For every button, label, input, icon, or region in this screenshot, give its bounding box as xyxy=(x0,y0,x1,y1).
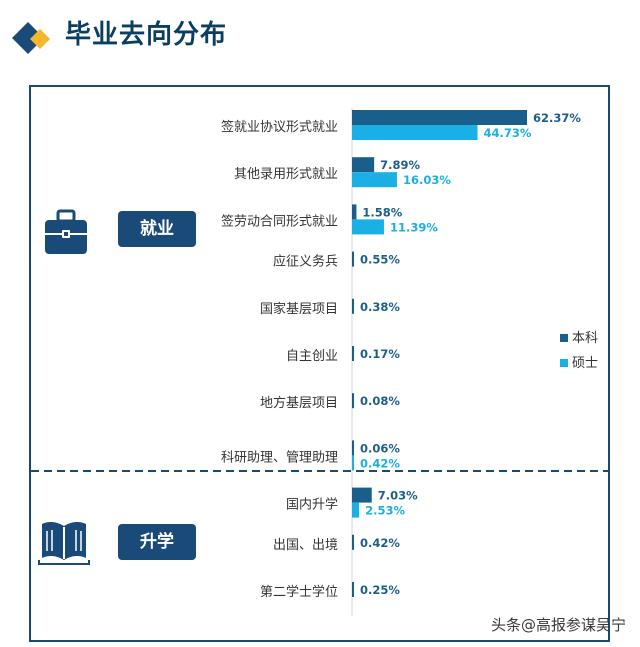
book-icon xyxy=(38,521,90,565)
category-label: 地方基层项目 xyxy=(260,395,338,411)
data-label-undergrad: 1.58% xyxy=(362,205,402,219)
data-label-master: 16.03% xyxy=(403,173,451,187)
data-label-undergrad: 0.08% xyxy=(360,394,400,408)
section-label-further-study: 升学 xyxy=(118,524,196,560)
bar-undergrad xyxy=(352,346,354,361)
legend-swatch xyxy=(560,334,568,342)
bar-undergrad xyxy=(352,251,354,267)
data-label-master: 2.53% xyxy=(365,504,405,518)
data-label-undergrad: 0.17% xyxy=(360,347,400,361)
bar-undergrad xyxy=(352,157,375,173)
bar-master xyxy=(352,172,397,188)
bar-undergrad xyxy=(352,393,354,409)
data-label-master: 44.73% xyxy=(484,126,532,140)
category-label: 自主创业 xyxy=(286,349,338,364)
legend-label: 本科 xyxy=(572,331,598,346)
bar-undergrad xyxy=(352,582,354,597)
bar-undergrad xyxy=(352,534,354,550)
page-title: 毕业去向分布 xyxy=(65,20,228,50)
bar-undergrad xyxy=(352,440,354,456)
data-label-undergrad: 7.03% xyxy=(378,489,418,503)
bar-undergrad xyxy=(352,298,354,314)
category-label: 第二学士学位 xyxy=(260,584,338,600)
bar-master xyxy=(352,125,478,140)
legend-swatch xyxy=(560,359,568,367)
category-label: 签就业协议形式就业 xyxy=(221,119,338,135)
diamond-logo-icon xyxy=(12,22,50,54)
section-label-employment: 就业 xyxy=(118,211,196,247)
category-label: 其他录用形式就业 xyxy=(234,167,338,182)
data-label-master: 11.39% xyxy=(390,220,438,234)
data-label-undergrad: 0.06% xyxy=(360,441,400,455)
category-label: 出国、出境 xyxy=(273,538,338,553)
category-label: 科研助理、管理助理 xyxy=(221,450,338,465)
category-label: 国内升学 xyxy=(286,497,338,513)
data-label-master: 0.42% xyxy=(360,456,400,470)
legend-label: 硕士 xyxy=(572,356,598,371)
data-label-undergrad: 0.55% xyxy=(360,253,400,267)
bar-undergrad xyxy=(352,487,372,503)
data-label-undergrad: 7.89% xyxy=(380,158,420,172)
bar-undergrad xyxy=(352,110,527,125)
chart-frame xyxy=(29,85,610,642)
briefcase-icon xyxy=(45,209,87,254)
category-label: 应征义务兵 xyxy=(273,254,338,270)
watermark: 头条@高报参谋吴宁 xyxy=(490,616,626,634)
data-label-undergrad: 0.25% xyxy=(360,583,400,597)
category-label: 国家基层项目 xyxy=(260,301,338,317)
bar-master xyxy=(352,455,354,471)
bar-master xyxy=(352,219,384,235)
category-label: 签劳动合同形式就业 xyxy=(221,213,338,229)
bar-master xyxy=(352,502,360,518)
header: 毕业去向分布 xyxy=(0,0,640,72)
data-label-undergrad: 0.42% xyxy=(360,536,400,550)
data-label-undergrad: 62.37% xyxy=(533,111,581,125)
bar-undergrad xyxy=(352,204,357,220)
data-label-undergrad: 0.38% xyxy=(360,300,400,314)
